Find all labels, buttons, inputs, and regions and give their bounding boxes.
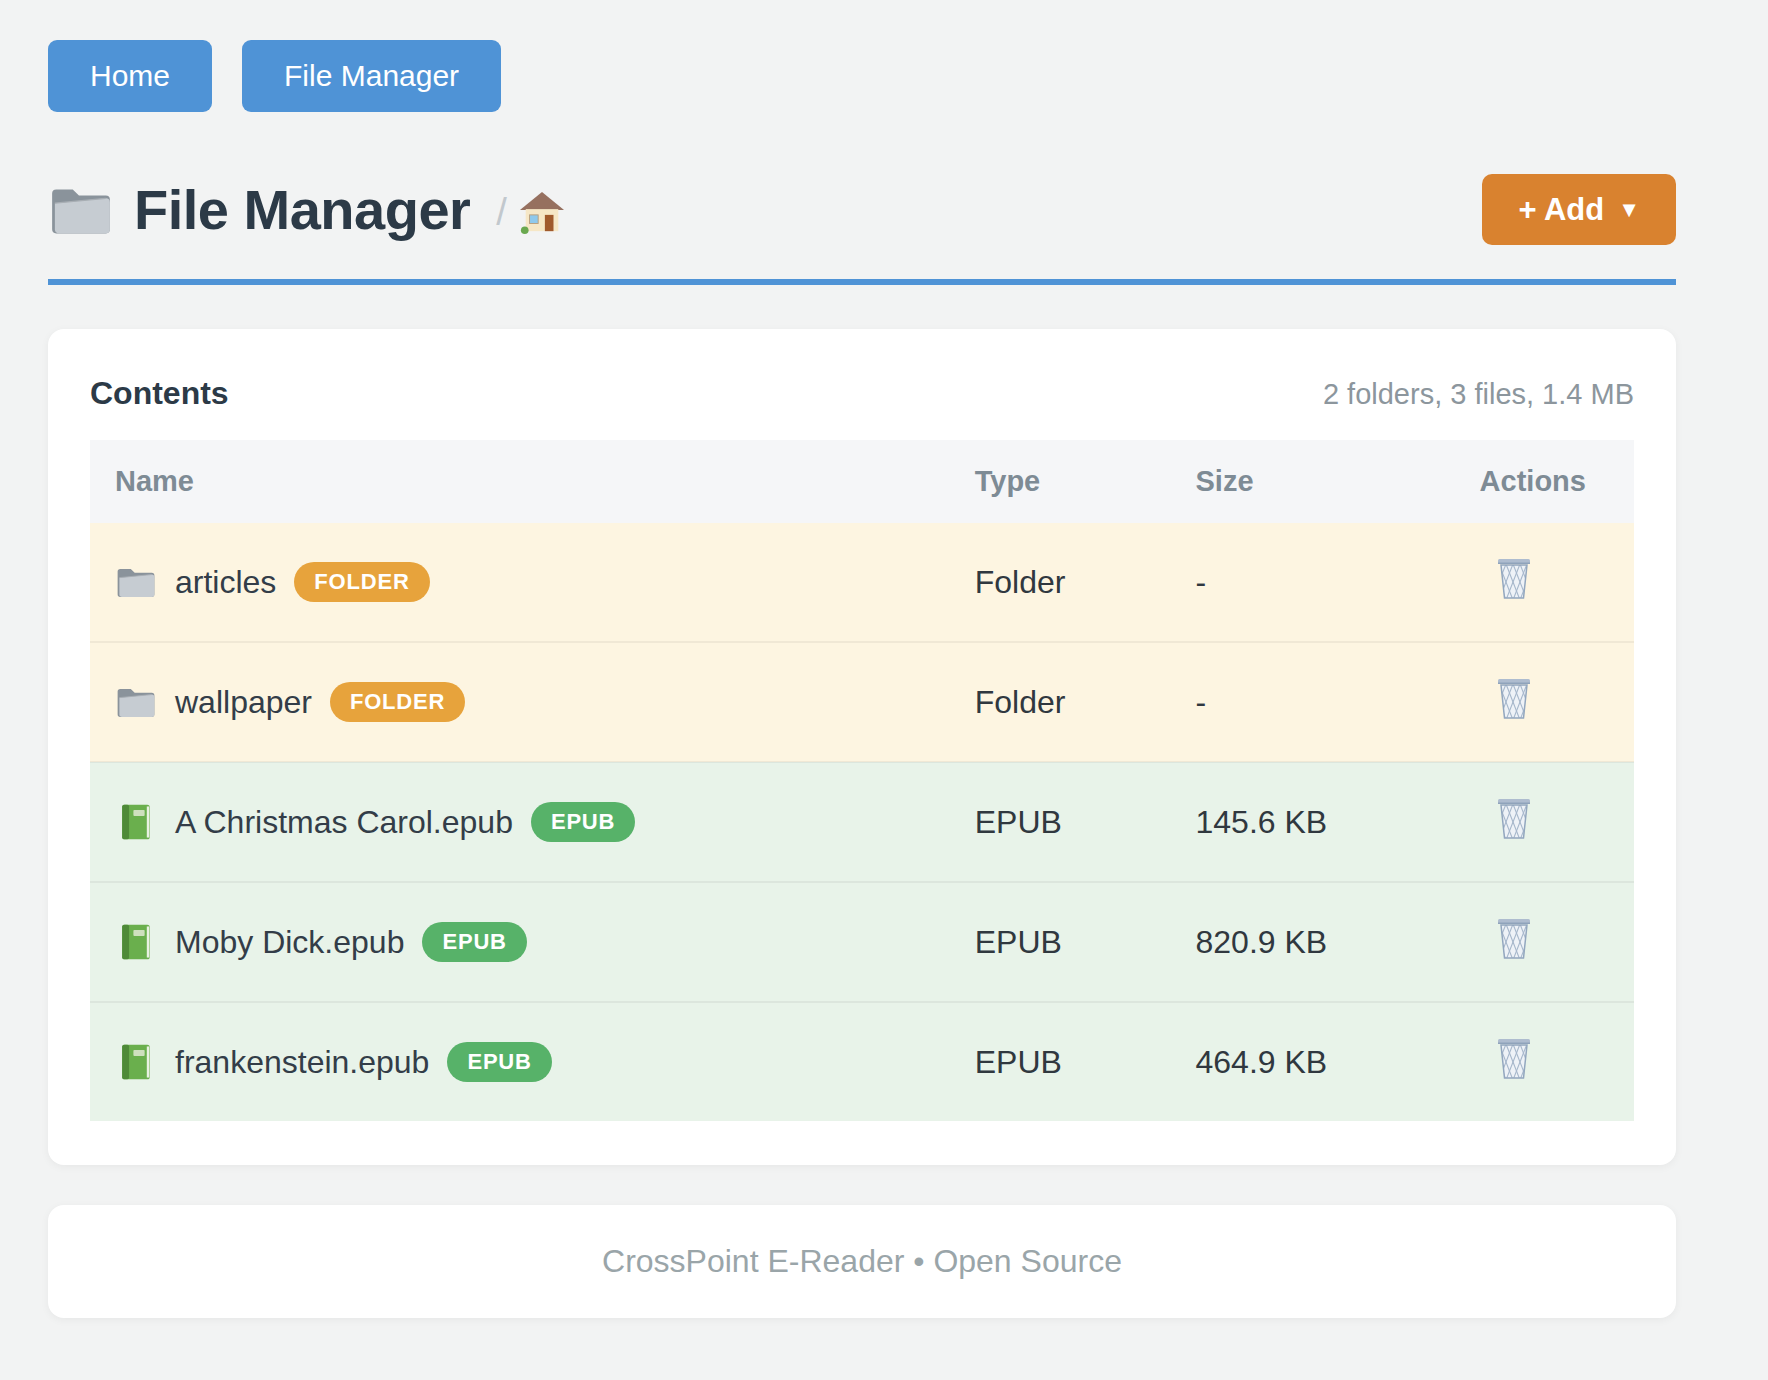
book-icon — [115, 923, 157, 961]
files-table: Name Type Size Actions — [90, 440, 1634, 1121]
type-badge: FOLDER — [294, 562, 429, 602]
type-badge: EPUB — [447, 1042, 551, 1082]
delete-button[interactable] — [1494, 916, 1534, 960]
trash-icon — [1494, 916, 1534, 960]
size-cell: - — [1196, 642, 1480, 762]
contents-card-header: Contents 2 folders, 3 files, 1.4 MB — [90, 375, 1634, 412]
contents-card: Contents 2 folders, 3 files, 1.4 MB Name… — [48, 329, 1676, 1165]
table-row[interactable]: articles FOLDER Folder - — [90, 523, 1634, 642]
table-row[interactable]: wallpaper FOLDER Folder - — [90, 642, 1634, 762]
name-cell: frankenstein.epub EPUB — [90, 1002, 975, 1121]
size-cell: 820.9 KB — [1196, 882, 1480, 1002]
file-name: wallpaper — [175, 684, 312, 721]
add-button[interactable]: + Add ▼ — [1482, 174, 1676, 245]
footer: CrossPoint E-Reader • Open Source — [48, 1205, 1676, 1318]
add-button-label: + Add — [1518, 194, 1604, 225]
delete-button[interactable] — [1494, 1036, 1534, 1080]
table-row[interactable]: A Christmas Carol.epub EPUB EPUB 145.6 K… — [90, 762, 1634, 882]
folder-icon — [48, 182, 114, 238]
footer-text: CrossPoint E-Reader • Open Source — [602, 1243, 1122, 1279]
type-cell: EPUB — [975, 882, 1196, 1002]
size-cell: 145.6 KB — [1196, 762, 1480, 882]
file-manager-page: Home File Manager File Manager / + Add ▼ — [0, 0, 1768, 1318]
name-cell: articles FOLDER — [90, 523, 975, 642]
contents-title: Contents — [90, 375, 229, 412]
title-divider — [48, 279, 1676, 285]
table-header-row: Name Type Size Actions — [90, 440, 1634, 523]
trash-icon — [1494, 556, 1534, 600]
delete-button[interactable] — [1494, 676, 1534, 720]
column-header-actions: Actions — [1480, 440, 1634, 523]
file-name: Moby Dick.epub — [175, 924, 404, 961]
column-header-size: Size — [1196, 440, 1480, 523]
actions-cell — [1480, 1002, 1634, 1121]
folder-icon — [115, 683, 157, 721]
trash-icon — [1494, 796, 1534, 840]
table-row[interactable]: Moby Dick.epub EPUB EPUB 820.9 KB — [90, 882, 1634, 1002]
table-row[interactable]: frankenstein.epub EPUB EPUB 464.9 KB — [90, 1002, 1634, 1121]
chevron-down-icon: ▼ — [1618, 199, 1640, 221]
page-title: File Manager — [134, 177, 470, 242]
file-manager-nav-button[interactable]: File Manager — [242, 40, 501, 112]
type-cell: EPUB — [975, 1002, 1196, 1121]
contents-summary: 2 folders, 3 files, 1.4 MB — [1323, 378, 1634, 411]
file-name: frankenstein.epub — [175, 1044, 429, 1081]
type-cell: Folder — [975, 642, 1196, 762]
file-name: A Christmas Carol.epub — [175, 804, 513, 841]
page-header: File Manager / + Add ▼ — [48, 174, 1676, 245]
file-name: articles — [175, 564, 276, 601]
name-cell: Moby Dick.epub EPUB — [90, 882, 975, 1002]
folder-icon — [115, 563, 157, 601]
name-cell: A Christmas Carol.epub EPUB — [90, 762, 975, 882]
type-cell: EPUB — [975, 762, 1196, 882]
name-cell: wallpaper FOLDER — [90, 642, 975, 762]
title-group: File Manager / — [48, 177, 565, 242]
top-nav: Home File Manager — [0, 0, 1768, 112]
delete-button[interactable] — [1494, 796, 1534, 840]
size-cell: 464.9 KB — [1196, 1002, 1480, 1121]
size-cell: - — [1196, 523, 1480, 642]
home-icon[interactable] — [519, 189, 565, 235]
type-badge: FOLDER — [330, 682, 465, 722]
actions-cell — [1480, 523, 1634, 642]
trash-icon — [1494, 676, 1534, 720]
type-cell: Folder — [975, 523, 1196, 642]
breadcrumb-separator: / — [496, 191, 507, 234]
book-icon — [115, 1043, 157, 1081]
trash-icon — [1494, 1036, 1534, 1080]
actions-cell — [1480, 762, 1634, 882]
actions-cell — [1480, 882, 1634, 1002]
book-icon — [115, 803, 157, 841]
actions-cell — [1480, 642, 1634, 762]
column-header-name: Name — [90, 440, 975, 523]
column-header-type: Type — [975, 440, 1196, 523]
delete-button[interactable] — [1494, 556, 1534, 600]
home-nav-button[interactable]: Home — [48, 40, 212, 112]
type-badge: EPUB — [422, 922, 526, 962]
type-badge: EPUB — [531, 802, 635, 842]
